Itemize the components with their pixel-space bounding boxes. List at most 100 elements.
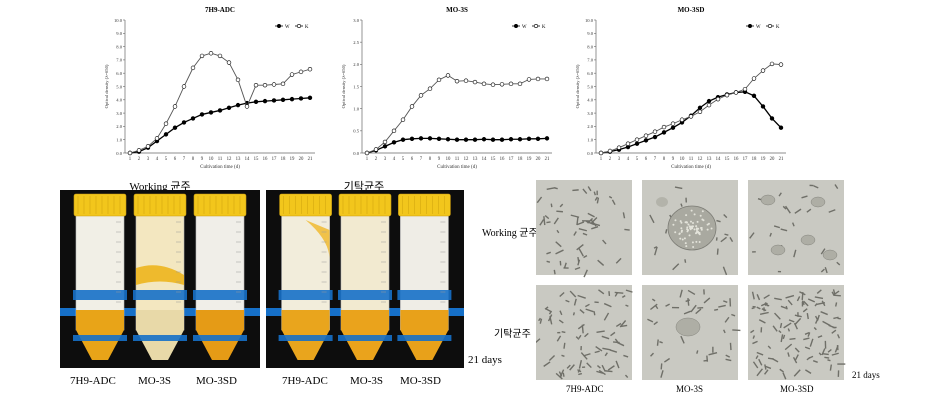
culture-sediment	[400, 310, 449, 330]
x-tick-label: 19	[290, 157, 295, 162]
y-axis-label: Optical density (λ=650)	[341, 64, 346, 108]
x-tick-label: 9	[201, 157, 204, 162]
x-tick-label: 14	[482, 157, 487, 162]
y-tick-label: 8.0	[116, 44, 122, 49]
y-tick-label: 3.0	[587, 111, 593, 116]
x-tick-label: 4	[393, 157, 396, 162]
tube-label-right-2: MO-3S	[350, 375, 384, 387]
data-point-w	[697, 105, 703, 110]
micrograph-tile	[536, 180, 632, 278]
x-tick-label: 2	[375, 157, 378, 162]
x-tick-label: 13	[236, 157, 241, 162]
x-tick-label: 6	[645, 157, 648, 162]
x-tick-label: 3	[384, 157, 387, 162]
data-point-w	[499, 137, 505, 142]
x-tick-label: 11	[689, 157, 694, 162]
y-tick-label: 9.0	[587, 31, 593, 36]
x-tick-label: 13	[707, 157, 712, 162]
tube-label-left-2: MO-3S	[138, 375, 172, 387]
x-tick-label: 20	[299, 157, 304, 162]
rack-holder	[338, 290, 392, 300]
data-point-w	[760, 104, 766, 109]
chart-title: 7H9-ADC	[205, 6, 235, 14]
data-point-w	[652, 134, 658, 140]
tube-cap	[133, 193, 187, 217]
x-tick-label: 19	[761, 157, 766, 162]
y-tick-label: 5.0	[116, 84, 122, 89]
x-tick-label: 16	[500, 157, 505, 162]
x-tick-label: 10	[680, 157, 685, 162]
x-tick-label: 2	[609, 157, 612, 162]
data-point-w	[778, 125, 784, 130]
data-point-k	[127, 150, 133, 156]
data-point-w	[181, 120, 187, 125]
data-point-w	[661, 130, 667, 135]
data-point-k	[454, 78, 460, 84]
data-point-w	[400, 137, 406, 142]
data-point-k	[751, 76, 757, 81]
data-point-k	[427, 86, 433, 91]
culture-sediment	[196, 310, 244, 330]
chart-title: MO-3SD	[678, 6, 705, 14]
chart-7h9-adc: 7H9-ADC 0.0 1.0 2.0 3.0 4.0 5.0 6.0 7.0 8.0 9.0 10.…	[104, 6, 315, 170]
legend-entry: K	[305, 25, 309, 30]
x-tick-label: 12	[698, 157, 703, 162]
tube-cap	[73, 193, 127, 217]
data-point-k	[598, 150, 604, 156]
data-point-w	[481, 137, 487, 142]
data-point-w	[418, 136, 424, 141]
y-tick-label: 7.0	[116, 58, 122, 63]
tube-cap	[398, 193, 451, 217]
micro-days-label: 21 days	[852, 370, 880, 380]
data-point-k	[778, 62, 784, 67]
x-axis-label: Cultivation time (d)	[200, 165, 240, 170]
y-tick-label: 6.0	[587, 71, 593, 76]
y-tick-label: 2.0	[116, 124, 122, 129]
x-tick-label: 13	[473, 157, 478, 162]
y-tick-label: 10.0	[585, 18, 594, 23]
data-point-k	[715, 96, 721, 102]
data-point-w	[409, 136, 415, 142]
micro-col-label-2: MO-3S	[676, 384, 704, 394]
data-point-w	[289, 96, 295, 102]
data-point-k	[436, 77, 442, 83]
micrograph-tile	[536, 285, 633, 380]
legend-marker	[513, 23, 518, 28]
data-point-k	[172, 104, 178, 109]
legend-entry: W	[285, 25, 290, 30]
legend-marker	[276, 23, 281, 28]
data-point-k	[733, 90, 739, 95]
cell-aggregate	[800, 234, 816, 246]
data-point-k	[679, 117, 685, 122]
cell-aggregate	[770, 244, 786, 256]
legend-marker	[767, 23, 772, 28]
data-point-w	[217, 108, 223, 113]
legend-marker	[533, 23, 538, 28]
data-point-k	[289, 72, 295, 77]
x-tick-label: 21	[545, 157, 550, 162]
culture-sediment	[341, 310, 389, 330]
x-tick-label: 16	[734, 157, 739, 162]
x-tick-label: 8	[663, 157, 666, 162]
culture-sediment	[281, 310, 330, 330]
data-point-k	[382, 139, 388, 145]
data-point-k	[661, 124, 667, 130]
x-tick-label: 4	[627, 157, 630, 162]
x-tick-label: 17	[272, 157, 277, 162]
legend-entry: K	[542, 25, 546, 30]
micro-row-label-working: Working 균주	[482, 228, 538, 239]
data-point-w	[253, 99, 259, 104]
x-tick-label: 15	[725, 157, 730, 162]
data-point-w	[436, 136, 442, 142]
x-tick-label: 15	[491, 157, 496, 162]
data-point-w	[382, 144, 388, 149]
y-tick-label: 2.0	[353, 62, 359, 67]
x-tick-label: 10	[446, 157, 451, 162]
data-point-w	[226, 105, 232, 110]
tube-label-right-3: MO-3SD	[400, 375, 441, 387]
data-point-k	[697, 109, 703, 114]
y-tick-label: 0.5	[353, 129, 359, 134]
micrograph-tile	[642, 180, 738, 276]
tube-label-right-1: 7H9-ADC	[282, 375, 328, 387]
data-point-k	[262, 82, 268, 88]
